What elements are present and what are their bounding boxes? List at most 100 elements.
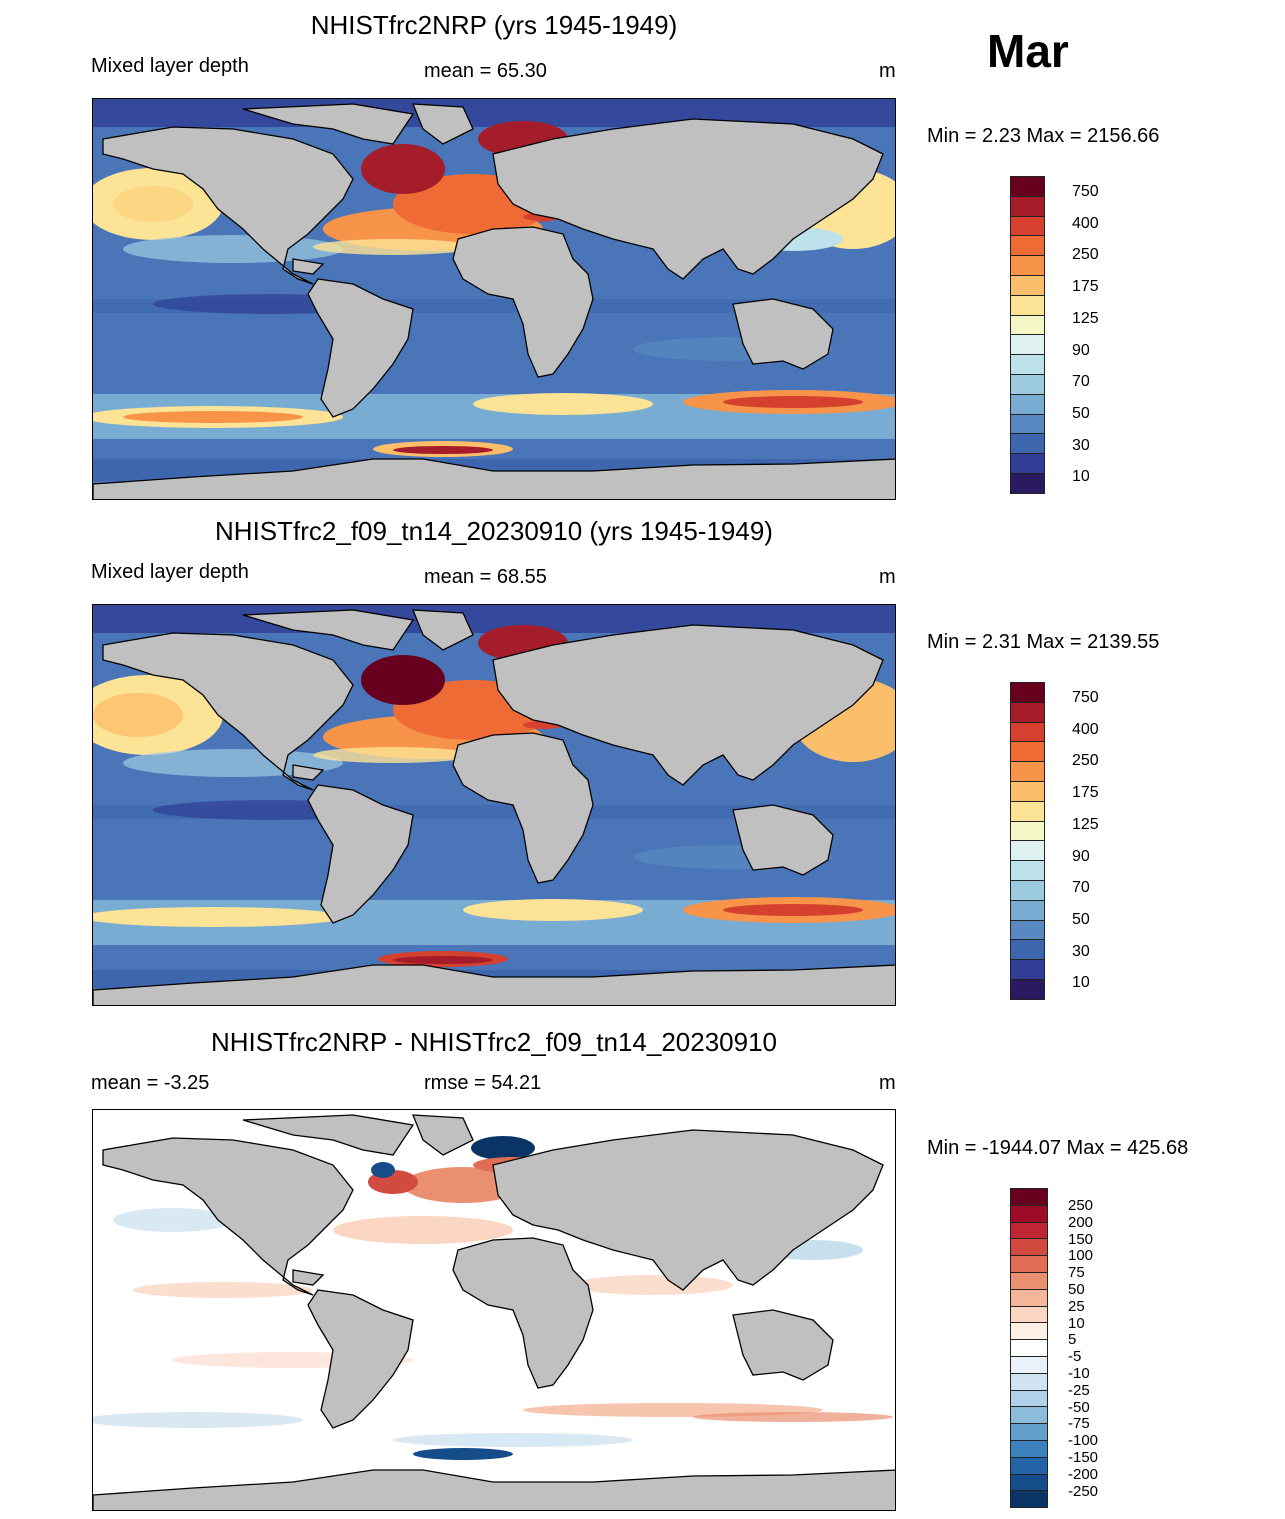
colorbar-swatch [1010,682,1045,703]
colorbar-label: 250 [1068,1197,1094,1214]
colorbar-label: 25 [1068,1297,1085,1315]
colorbar-swatch [1010,939,1045,961]
colorbar-label: -10 [1068,1365,1090,1382]
colorbar-label: 100 [1068,1247,1094,1265]
colorbar-swatch [1010,453,1045,474]
colorbar-swatch [1010,880,1045,901]
colorbar-label: 70 [1072,373,1090,391]
panel-3-title: NHISTfrc2NRP - NHISTfrc2_f09_tn14_202309… [210,1027,778,1057]
colorbar-label: 90 [1072,341,1090,359]
colorbar-swatch [1010,413,1045,435]
panel-2-mean-label: mean = 68.55 [424,566,547,588]
colorbar-swatch [1010,899,1045,921]
colorbar-swatch [1010,1473,1048,1492]
panel-1-mean-label: mean = 65.30 [424,60,547,82]
colorbar-swatch [1010,354,1045,375]
colorbar-label: 50 [1068,1281,1085,1298]
colorbar-label: 10 [1068,1314,1085,1332]
colorbar-swatch [1010,781,1045,802]
panel-2-variable-label: Mixed layer depth [91,561,249,583]
panel-1-title: NHISTfrc2NRP (yrs 1945-1949) [310,10,678,40]
colorbar-label: 400 [1072,214,1099,232]
colorbar-label: 200 [1068,1213,1094,1231]
colorbar-swatch [1010,1272,1048,1290]
colorbar-label: -5 [1068,1348,1082,1366]
colorbar-label: 50 [1072,910,1090,928]
colorbar-swatch [1010,1423,1048,1441]
colorbar-swatch [1010,393,1045,415]
colorbar-swatch [1010,1255,1048,1273]
colorbar-label: 30 [1072,942,1090,960]
colorbar-label: 10 [1072,974,1090,992]
colorbar-swatch [1010,334,1045,356]
colorbar-swatch [1010,1339,1048,1357]
colorbar-swatch [1010,1372,1048,1391]
colorbar-swatch [1010,275,1045,296]
colorbar-label: 90 [1072,847,1090,865]
panel-1-map [92,98,896,500]
panel-3-mean-label: mean = -3.25 [91,1072,210,1094]
colorbar-label: -150 [1068,1449,1099,1466]
colorbar-swatch [1010,959,1045,980]
colorbar-swatch [1010,1389,1048,1408]
colorbar-label: 10 [1072,468,1090,486]
colorbar-swatch [1010,1440,1048,1458]
panel-2-minmax: Min = 2.31 Max = 2139.55 [927,631,1160,653]
colorbar-label: 125 [1072,309,1099,327]
panel-2-map [92,604,896,1006]
colorbar-label: 400 [1072,720,1099,738]
colorbar-swatch [1010,1406,1048,1425]
colorbar-label: -100 [1068,1432,1099,1450]
colorbar-label: 30 [1072,436,1090,454]
colorbar-swatch [1010,741,1045,763]
colorbar-label: -25 [1068,1381,1090,1399]
colorbar-label: 70 [1072,879,1090,897]
colorbar-label: 150 [1068,1230,1094,1248]
colorbar-swatch [1010,473,1045,494]
colorbar-swatch [1010,1456,1048,1475]
panel-3-map [92,1109,896,1511]
panel-1-units-label: m [879,60,896,82]
colorbar-swatch [1010,919,1045,941]
panel-3-minmax: Min = -1944.07 Max = 425.68 [927,1137,1189,1159]
panel-3-map-canvas [93,1110,895,1510]
colorbar-swatch [1010,761,1045,782]
colorbar-swatch [1010,721,1045,743]
colorbar-swatch [1010,1356,1048,1374]
colorbar-label: 250 [1072,752,1099,770]
colorbar-swatch [1010,433,1045,455]
colorbar-label: -200 [1068,1465,1099,1483]
colorbar-swatch [1010,979,1045,1000]
colorbar-label: 750 [1072,689,1099,706]
colorbar-swatch [1010,195,1045,217]
colorbar-label: 50 [1072,404,1090,422]
colorbar-swatch [1010,1288,1048,1307]
panel-2-map-canvas [93,605,895,1005]
colorbar-swatch [1010,1204,1048,1223]
colorbar-swatch [1010,860,1045,881]
colorbar-label: 175 [1072,278,1099,296]
colorbar-swatch [1010,235,1045,257]
colorbar-label: -50 [1068,1398,1090,1416]
colorbar-swatch [1010,1322,1048,1341]
colorbar-swatch [1010,314,1045,336]
colorbar-swatch [1010,800,1045,822]
panel-3-units-label: m [879,1072,896,1094]
colorbar-swatch [1010,1238,1048,1257]
panel-3-rmse-label: rmse = 54.21 [424,1072,542,1094]
panel-1-map-canvas [93,99,895,499]
colorbar-swatch [1010,1188,1048,1206]
colorbar-swatch [1010,176,1045,197]
colorbar-label: 125 [1072,815,1099,833]
colorbar-swatch [1010,215,1045,237]
colorbar-label: 175 [1072,784,1099,802]
colorbar-swatch [1010,1490,1048,1509]
colorbar-label: 75 [1068,1264,1085,1282]
colorbar-swatch [1010,820,1045,842]
colorbar-swatch [1010,374,1045,395]
panel-2-units-label: m [879,566,896,588]
colorbar-label: 250 [1072,246,1099,264]
colorbar-swatch [1010,294,1045,316]
colorbar-swatch [1010,1305,1048,1324]
colorbar-label: -250 [1068,1482,1099,1500]
